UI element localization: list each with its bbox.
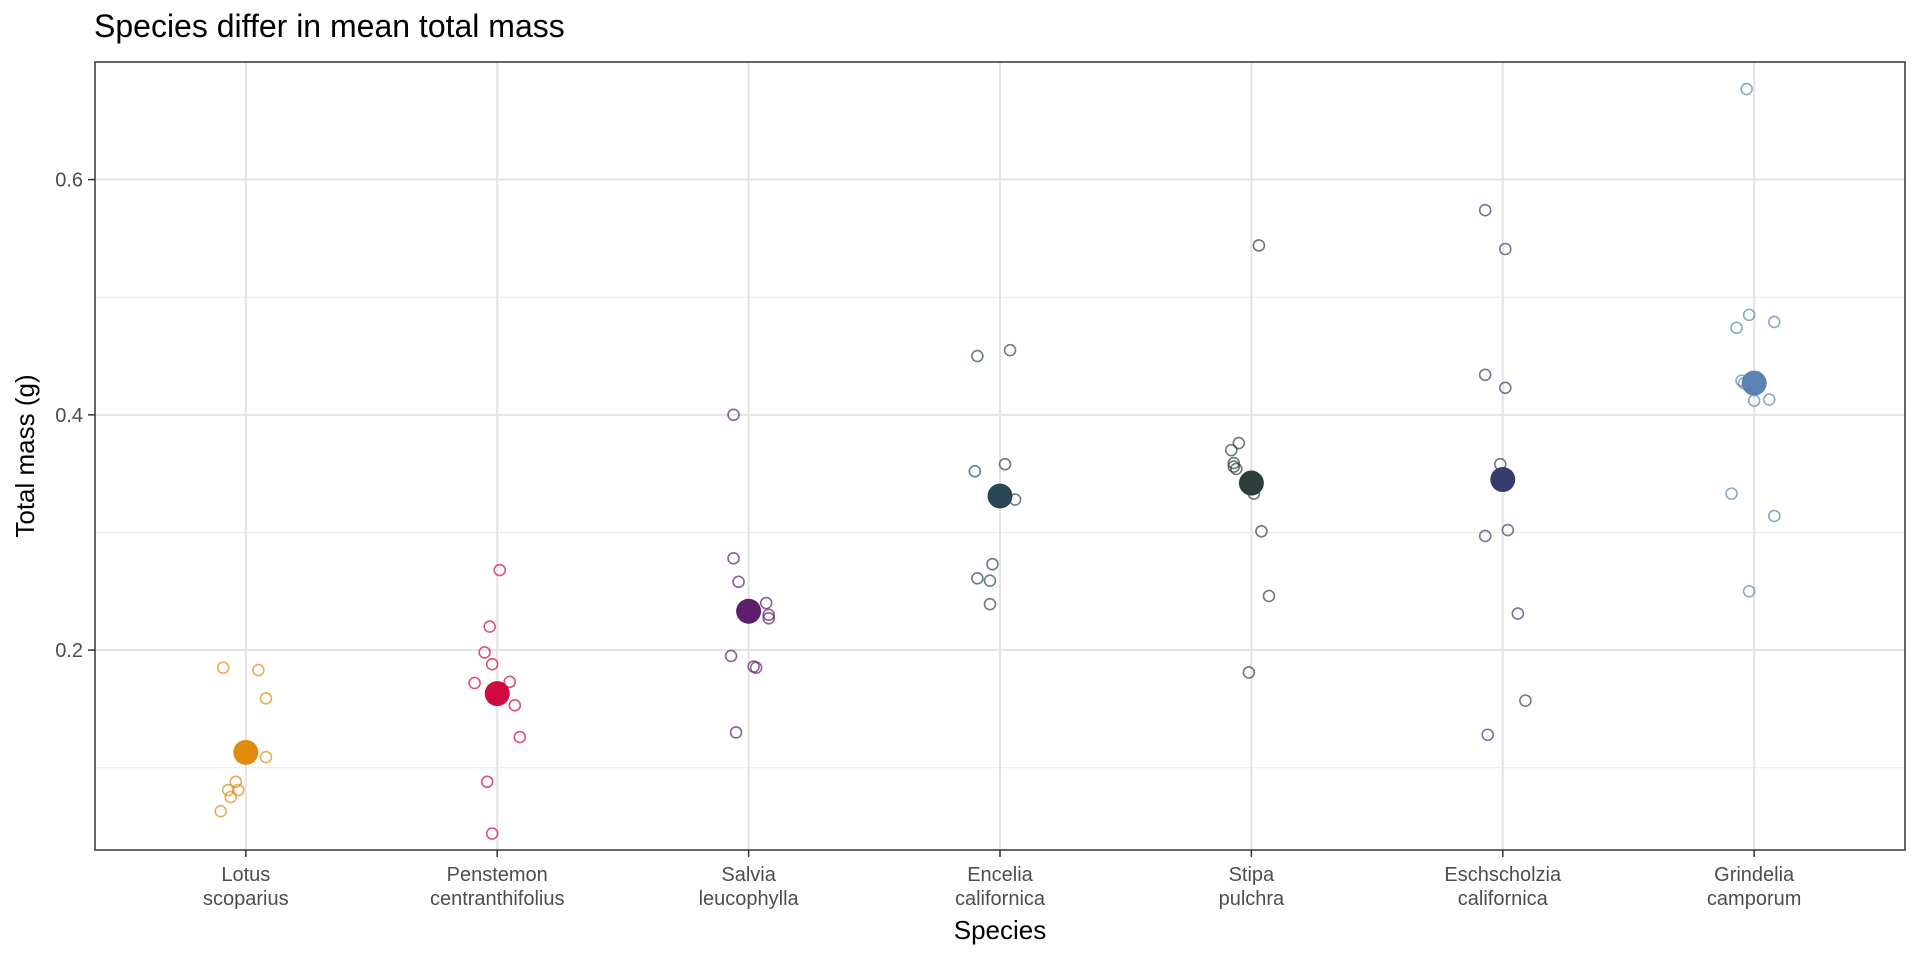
data-point <box>968 464 982 478</box>
data-point <box>229 775 243 789</box>
x-tick-label-line1: Eschscholzia <box>1444 864 1562 886</box>
grid-layer <box>95 61 1905 850</box>
mean-point <box>987 483 1013 509</box>
data-point <box>485 657 499 671</box>
x-tick-label-line1: Stipa <box>1229 864 1275 886</box>
data-points <box>214 82 1781 840</box>
x-tick-label-line2: centranthifolius <box>430 888 565 910</box>
data-point <box>1481 728 1494 742</box>
data-point <box>1762 393 1776 406</box>
data-point <box>1478 368 1492 382</box>
mean-point <box>1490 467 1516 493</box>
data-point <box>727 408 740 422</box>
y-tick-label: 0.2 <box>55 640 83 662</box>
data-point <box>762 608 776 622</box>
data-point <box>1478 529 1492 543</box>
y-tick-label: 0.4 <box>55 405 83 427</box>
data-point <box>1501 523 1515 537</box>
data-point <box>1227 456 1241 470</box>
x-tick-label-line2: leucophylla <box>699 888 800 910</box>
data-point <box>732 575 745 589</box>
data-point <box>1262 589 1276 603</box>
data-point <box>224 790 238 804</box>
data-point <box>1511 607 1525 620</box>
data-point <box>1003 343 1017 357</box>
data-point <box>214 804 227 818</box>
data-point <box>1498 242 1512 256</box>
data-point <box>480 775 494 789</box>
data-point <box>983 574 997 587</box>
x-tick-label-line2: scoparius <box>203 888 289 910</box>
x-tick-label-line1: Grindelia <box>1714 864 1795 886</box>
data-point <box>513 730 527 744</box>
x-tick-label-line2: pulchra <box>1219 888 1285 910</box>
data-point <box>1742 308 1756 322</box>
data-point <box>749 661 763 675</box>
data-point <box>986 557 999 571</box>
data-point <box>727 552 740 565</box>
data-point <box>493 563 507 577</box>
data-point <box>468 676 481 690</box>
data-point <box>1730 321 1743 335</box>
data-point <box>1232 436 1246 450</box>
x-tick-label-line2: camporum <box>1707 888 1801 910</box>
data-point <box>1478 203 1492 217</box>
data-point <box>1255 524 1268 538</box>
x-tick-label-line1: Salvia <box>721 864 776 886</box>
data-point <box>252 663 265 677</box>
data-point <box>1740 82 1753 96</box>
data-point <box>971 349 984 363</box>
data-point <box>503 675 517 689</box>
y-ticks: 0.2 0.4 0.6 <box>55 170 95 662</box>
data-point <box>1519 694 1532 707</box>
mean-points <box>233 370 1767 765</box>
data-point <box>478 646 491 659</box>
data-point <box>1742 584 1756 598</box>
data-point <box>483 620 496 633</box>
data-point <box>1498 381 1512 395</box>
data-point <box>998 457 1012 471</box>
data-point <box>485 827 499 840</box>
data-point <box>983 597 997 611</box>
data-point <box>216 661 230 675</box>
data-point <box>1767 509 1781 523</box>
x-axis-title: Species <box>954 915 1047 945</box>
mean-point <box>1741 370 1767 396</box>
mean-point <box>484 681 510 707</box>
plot-panel-border <box>94 61 1906 851</box>
mean-point <box>736 598 762 624</box>
mean-point <box>1238 470 1264 496</box>
data-point <box>729 726 743 739</box>
x-tick-label-line1: Lotus <box>221 864 270 886</box>
data-point <box>971 572 984 585</box>
data-point <box>759 596 773 610</box>
data-point <box>1230 462 1243 476</box>
x-tick-label-line2: californica <box>955 888 1046 910</box>
data-point <box>1227 460 1241 473</box>
data-point <box>221 783 235 797</box>
mean-point <box>233 739 259 765</box>
data-point <box>1242 666 1256 679</box>
y-axis-title: Total mass (g) <box>10 374 40 537</box>
data-point <box>231 783 245 797</box>
x-tick-label-line2: californica <box>1458 888 1549 910</box>
data-point <box>724 649 738 663</box>
data-point <box>508 699 522 712</box>
data-point <box>259 750 273 764</box>
data-point <box>1252 239 1266 252</box>
data-point <box>1224 443 1238 457</box>
data-point <box>1725 487 1738 500</box>
data-point <box>762 612 776 625</box>
chart-title: Species differ in mean total mass <box>94 8 565 44</box>
x-tick-label-line1: Penstemon <box>447 864 548 886</box>
x-tick-label-line1: Encelia <box>967 864 1033 886</box>
data-point <box>1767 315 1781 329</box>
y-tick-label: 0.6 <box>55 170 83 192</box>
data-point <box>259 691 273 705</box>
